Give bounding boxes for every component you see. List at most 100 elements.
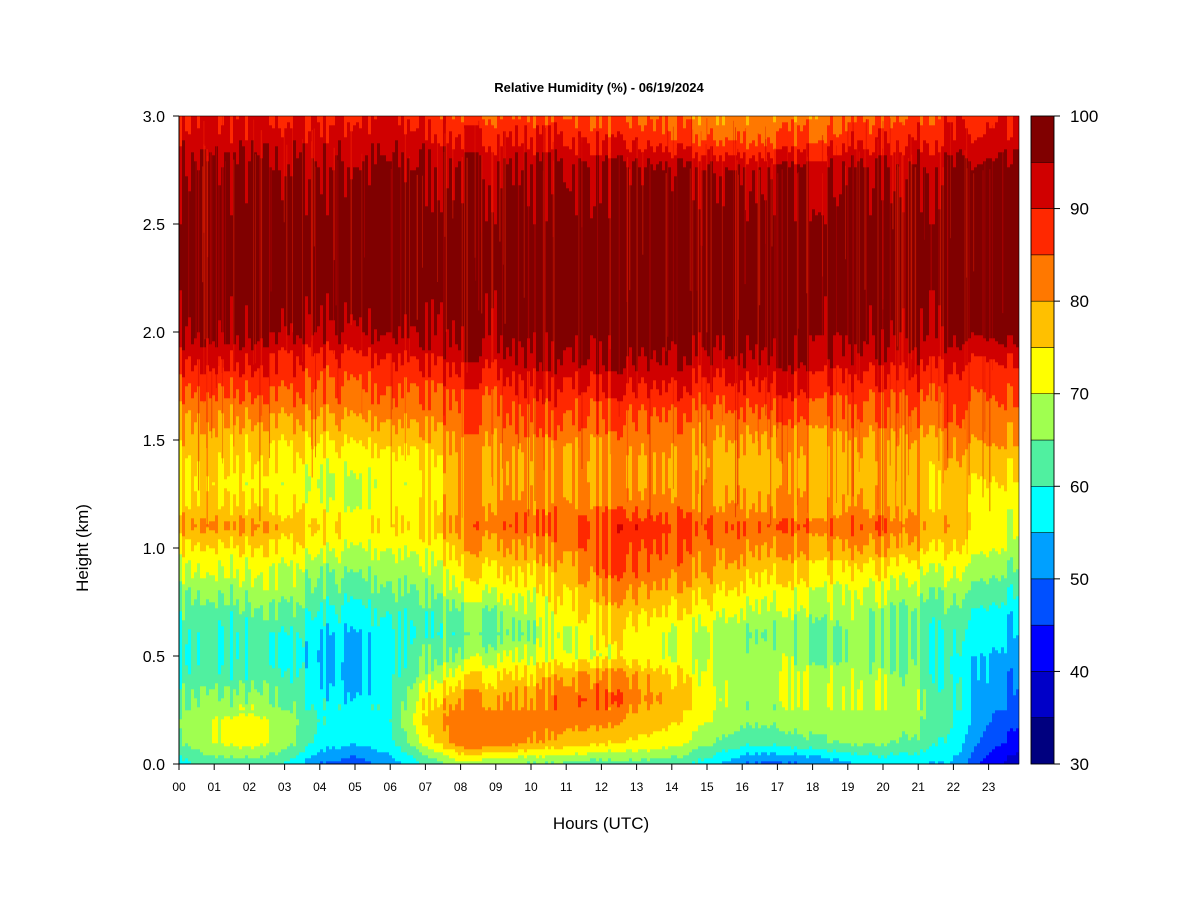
heatmap-cell (485, 221, 489, 294)
heatmap-cell (953, 539, 957, 567)
heatmap-cell (356, 116, 360, 123)
y-tick-label: 3.0 (143, 109, 165, 126)
heatmap-cell (779, 422, 783, 462)
heatmap-cell (593, 206, 597, 339)
heatmap-cell (866, 545, 870, 564)
heatmap-cell (440, 665, 444, 684)
heatmap-cell (218, 560, 222, 591)
heatmap-cell (272, 116, 276, 129)
heatmap-cell (311, 518, 315, 537)
heatmap-cell (866, 167, 870, 345)
heatmap-cell (884, 518, 888, 534)
heatmap-cell (485, 653, 489, 669)
heatmap-cell (950, 674, 954, 729)
heatmap-cell (692, 116, 696, 120)
heatmap-cell (314, 557, 318, 588)
heatmap-cell (578, 731, 582, 747)
heatmap-cell (272, 515, 276, 540)
heatmap-cell (575, 116, 579, 129)
heatmap-cell (920, 548, 924, 567)
heatmap-cell (680, 116, 684, 144)
heatmap-cell (980, 440, 984, 477)
heatmap-cell (392, 758, 396, 764)
heatmap-cell (419, 116, 423, 150)
heatmap-cell (494, 428, 498, 516)
heatmap-cell (377, 341, 381, 366)
heatmap-cell (725, 359, 729, 387)
heatmap-cell (809, 143, 813, 162)
heatmap-cell (647, 761, 651, 764)
heatmap-cell (761, 116, 765, 144)
heatmap-cell (779, 485, 783, 522)
heatmap-cell (740, 158, 744, 186)
heatmap-cell (902, 116, 906, 126)
heatmap-cell (290, 758, 294, 764)
heatmap-cell (629, 668, 633, 690)
heatmap-cell (440, 533, 444, 561)
heatmap-cell (539, 428, 543, 555)
heatmap-cell (272, 386, 276, 414)
heatmap-cell (854, 506, 858, 546)
heatmap-cell (668, 383, 672, 411)
heatmap-cell (512, 146, 516, 186)
heatmap-cell (554, 407, 558, 441)
heatmap-cell (200, 578, 204, 606)
heatmap-cell (890, 674, 894, 741)
heatmap-cell (452, 677, 456, 693)
heatmap-cell (392, 452, 396, 525)
heatmap-cell (1010, 353, 1014, 387)
heatmap-cell (182, 761, 186, 764)
heatmap-cell (818, 755, 822, 764)
heatmap-cell (419, 539, 423, 567)
heatmap-cell (299, 668, 303, 753)
heatmap-cell (854, 344, 858, 375)
heatmap-cell (446, 677, 450, 696)
heatmap-cell (998, 608, 1002, 654)
heatmap-cell (272, 440, 276, 516)
heatmap-cell (860, 458, 864, 489)
heatmap-cell (668, 746, 672, 759)
heatmap-cell (533, 155, 537, 225)
heatmap-cell (263, 521, 267, 534)
heatmap-cell (509, 524, 513, 528)
heatmap-cell (419, 149, 423, 348)
heatmap-cell (980, 605, 984, 654)
heatmap-cell (266, 476, 270, 489)
heatmap-cell (224, 428, 228, 480)
heatmap-cell (842, 494, 846, 552)
heatmap-cell (806, 533, 810, 561)
heatmap-cell (875, 137, 879, 159)
heatmap-cell (938, 428, 942, 471)
heatmap-cell (797, 422, 801, 459)
heatmap-cell (803, 710, 807, 738)
x-tick-label: 20 (876, 780, 890, 794)
heatmap-cell (530, 461, 534, 486)
heatmap-cell (851, 746, 855, 756)
heatmap-cell (584, 551, 588, 588)
heatmap-cell (626, 116, 630, 123)
heatmap-cell (644, 695, 648, 702)
heatmap-cell (404, 443, 408, 483)
heatmap-cell (893, 755, 897, 764)
heatmap-cell (671, 569, 675, 597)
heatmap-cell (530, 575, 534, 603)
heatmap-cell (383, 335, 387, 360)
heatmap-cell (734, 749, 738, 759)
heatmap-cell (776, 458, 780, 489)
heatmap-cell (527, 761, 531, 764)
heatmap-cell (812, 428, 816, 519)
heatmap-cell (266, 488, 270, 522)
heatmap-cell (341, 662, 345, 681)
heatmap-cell (263, 347, 267, 378)
heatmap-cell (539, 617, 543, 648)
heatmap-cell (554, 740, 558, 750)
heatmap-cell (584, 587, 588, 624)
heatmap-cell (512, 680, 516, 711)
heatmap-cell (992, 575, 996, 603)
heatmap-cell (455, 452, 459, 516)
x-tick-label: 22 (947, 780, 961, 794)
heatmap-cell (920, 425, 924, 549)
heatmap-cell (521, 380, 525, 417)
heatmap-cell (818, 116, 822, 141)
heatmap-cell (704, 404, 708, 447)
